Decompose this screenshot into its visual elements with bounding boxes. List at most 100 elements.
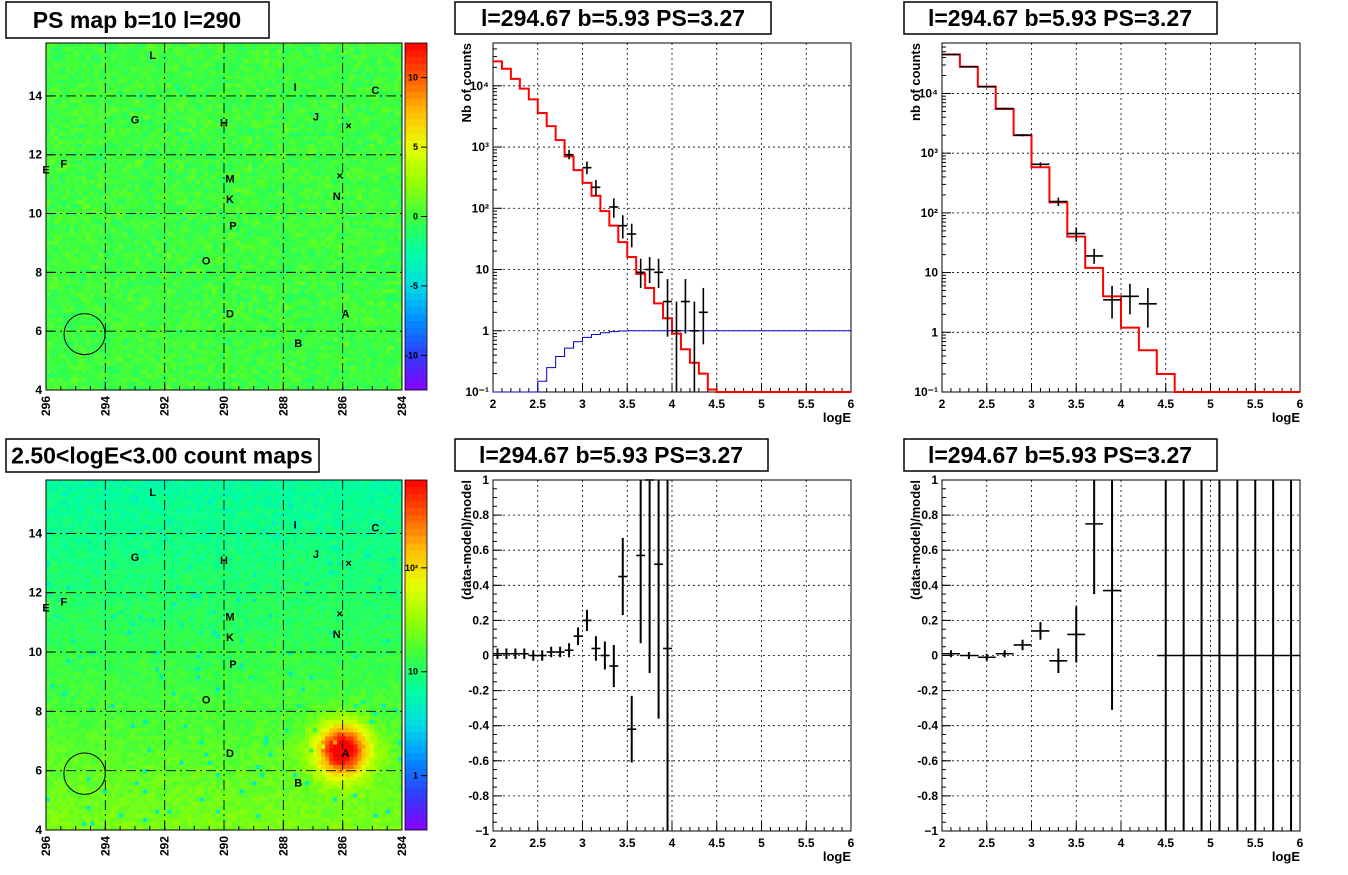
map-pixel: [171, 147, 176, 153]
map-pixel: [143, 200, 148, 205]
map-pixel: [66, 192, 71, 197]
map-pixel: [163, 160, 168, 165]
map-pixel: [171, 180, 176, 185]
map-pixel: [276, 95, 281, 100]
map-pixel: [252, 361, 257, 367]
map-pixel: [159, 83, 164, 88]
map-pixel: [252, 224, 257, 229]
map-pixel: [62, 377, 67, 383]
chart-title-box: [903, 438, 1218, 472]
map-pixel: [207, 264, 213, 270]
map-pixel: [130, 99, 136, 104]
map-pixel: [102, 357, 107, 363]
map-pixel: [260, 293, 265, 298]
map-pixel: [159, 107, 164, 112]
map-pixel: [155, 337, 160, 342]
map-pixel: [118, 325, 124, 330]
map-pixel: [228, 188, 233, 193]
map-pixel: [171, 264, 176, 270]
map-pixel: [90, 301, 95, 306]
map-pixel: [211, 192, 217, 197]
map-pixel: [268, 204, 273, 209]
map-pixel: [240, 43, 245, 48]
map-pixel: [203, 87, 209, 92]
map-pixel: [175, 285, 180, 290]
map-pixel: [179, 168, 184, 173]
map-pixel: [276, 99, 281, 104]
map-pixel: [276, 127, 281, 133]
map-pixel: [102, 240, 107, 246]
map-pixel: [215, 43, 221, 48]
map-pixel: [147, 172, 152, 177]
map-pixel: [215, 329, 221, 334]
map-pixel: [46, 353, 51, 359]
map-pixel: [171, 357, 176, 363]
map-pixel: [122, 200, 128, 205]
map-pixel: [207, 99, 213, 104]
map-pixel: [207, 297, 213, 302]
map-pixel: [183, 377, 188, 383]
map-pixel: [155, 71, 160, 76]
map-pixel: [224, 188, 229, 193]
map-pixel: [70, 79, 75, 84]
map-pixel: [187, 272, 192, 278]
map-pixel: [122, 337, 128, 342]
map-pixel: [183, 277, 188, 282]
map-pixel: [66, 293, 71, 298]
map-pixel: [58, 91, 63, 96]
map-pixel: [191, 361, 196, 367]
map-pixel: [244, 184, 249, 189]
map-pixel: [163, 228, 168, 233]
map-pixel: [106, 103, 112, 108]
map-pixel: [147, 71, 152, 76]
map-pixel: [122, 353, 128, 359]
map-pixel: [171, 99, 176, 104]
map-pixel: [195, 155, 201, 161]
map-pixel: [219, 123, 225, 129]
map-pixel: [203, 59, 209, 64]
map-pixel: [54, 357, 59, 363]
map-pixel: [264, 111, 269, 116]
map-pixel: [272, 99, 277, 104]
map-pixel: [70, 51, 75, 56]
map-pixel: [203, 168, 209, 173]
map-pixel: [240, 168, 245, 173]
map-pixel: [203, 321, 209, 326]
map-pixel: [272, 264, 277, 270]
map-pixel: [207, 180, 213, 185]
map-pixel: [167, 321, 172, 326]
map-pixel: [232, 83, 237, 88]
map-pixel: [155, 168, 160, 173]
map-pixel: [211, 272, 217, 278]
map-pixel: [191, 232, 196, 237]
map-pixel: [46, 115, 51, 120]
map-pixel: [98, 337, 103, 342]
map-pixel: [187, 317, 192, 322]
map-pixel: [211, 216, 217, 221]
map-pixel: [195, 47, 201, 52]
map-pixel: [46, 208, 51, 213]
map-pixel: [102, 164, 107, 169]
map-pixel: [183, 313, 188, 318]
map-pixel: [215, 131, 221, 137]
map-pixel: [195, 333, 201, 338]
map-pixel: [248, 236, 253, 241]
map-pixel: [155, 111, 160, 116]
map-pixel: [244, 103, 249, 108]
map-pixel: [228, 87, 233, 92]
map-pixel: [151, 256, 156, 262]
map-pixel: [272, 55, 277, 60]
map-pixel: [272, 333, 277, 338]
map-pixel: [70, 268, 75, 274]
map-pixel: [126, 244, 132, 250]
map-pixel: [118, 349, 124, 354]
map-pixel: [240, 83, 245, 88]
chart-title-box: [454, 438, 769, 472]
map-pixel: [171, 313, 176, 318]
map-pixel: [211, 381, 217, 387]
map-pixel: [151, 216, 156, 221]
map-pixel: [276, 252, 281, 258]
map-pixel: [191, 240, 196, 246]
map-pixel: [114, 99, 120, 104]
map-pixel: [159, 377, 164, 383]
